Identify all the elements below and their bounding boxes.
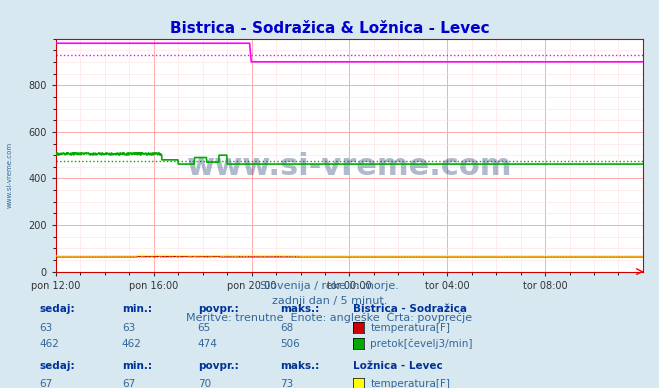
Text: sedaj:: sedaj: bbox=[40, 304, 75, 314]
Text: 68: 68 bbox=[280, 323, 293, 333]
Text: sedaj:: sedaj: bbox=[40, 360, 75, 371]
Text: povpr.:: povpr.: bbox=[198, 360, 239, 371]
Text: min.:: min.: bbox=[122, 360, 152, 371]
Text: Bistrica - Sodražica: Bistrica - Sodražica bbox=[353, 304, 467, 314]
Text: maks.:: maks.: bbox=[280, 360, 320, 371]
Text: 506: 506 bbox=[280, 339, 300, 349]
Text: 67: 67 bbox=[122, 379, 135, 388]
Text: 63: 63 bbox=[40, 323, 53, 333]
Text: 462: 462 bbox=[122, 339, 142, 349]
Text: 462: 462 bbox=[40, 339, 59, 349]
Text: 67: 67 bbox=[40, 379, 53, 388]
Text: 63: 63 bbox=[122, 323, 135, 333]
Text: www.si-vreme.com: www.si-vreme.com bbox=[7, 142, 13, 208]
Text: 73: 73 bbox=[280, 379, 293, 388]
Text: povpr.:: povpr.: bbox=[198, 304, 239, 314]
Text: zadnji dan / 5 minut.: zadnji dan / 5 minut. bbox=[272, 296, 387, 306]
Text: 65: 65 bbox=[198, 323, 211, 333]
Text: Meritve: trenutne  Enote: angleške  Črta: povprečje: Meritve: trenutne Enote: angleške Črta: … bbox=[186, 311, 473, 323]
Text: www.si-vreme.com: www.si-vreme.com bbox=[186, 152, 512, 181]
Text: maks.:: maks.: bbox=[280, 304, 320, 314]
Text: 70: 70 bbox=[198, 379, 211, 388]
Text: temperatura[F]: temperatura[F] bbox=[370, 379, 450, 388]
Text: Ložnica - Levec: Ložnica - Levec bbox=[353, 360, 442, 371]
Text: pretok[čevelj3/min]: pretok[čevelj3/min] bbox=[370, 339, 473, 349]
Text: Slovenija / reke in morje.: Slovenija / reke in morje. bbox=[260, 281, 399, 291]
Text: min.:: min.: bbox=[122, 304, 152, 314]
Text: 474: 474 bbox=[198, 339, 217, 349]
Text: Bistrica - Sodražica & Ložnica - Levec: Bistrica - Sodražica & Ložnica - Levec bbox=[169, 21, 490, 36]
Text: temperatura[F]: temperatura[F] bbox=[370, 323, 450, 333]
